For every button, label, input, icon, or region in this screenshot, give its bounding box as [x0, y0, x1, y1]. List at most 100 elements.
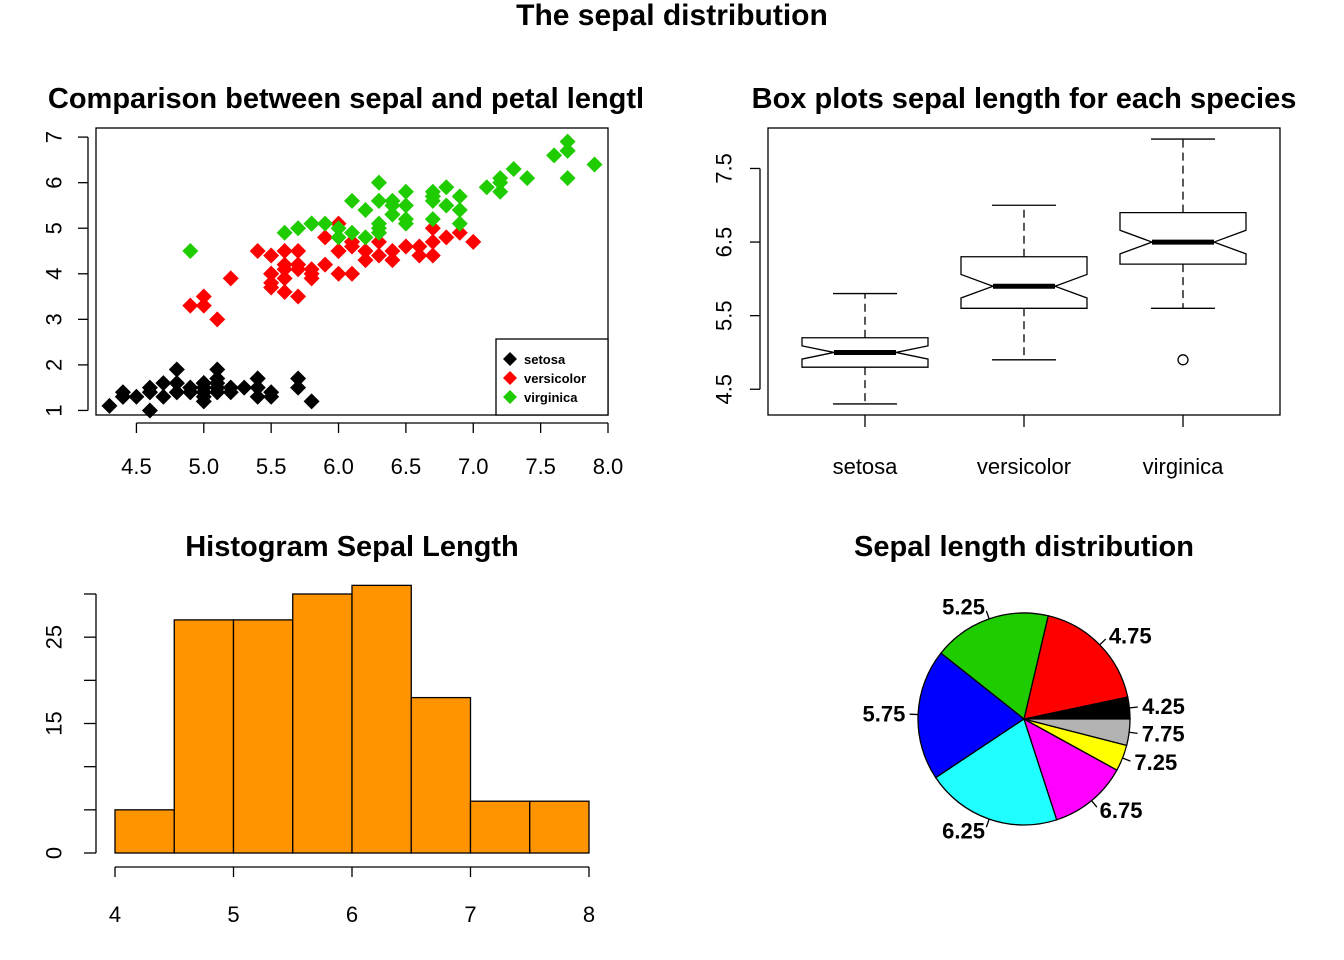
data-point-versicolor [209, 311, 226, 328]
x-tick-label: 4.5 [121, 454, 152, 479]
data-point-versicolor [411, 247, 428, 264]
x-tick-label: 5.0 [188, 454, 219, 479]
data-point-virginica [357, 202, 374, 218]
data-point-virginica [397, 183, 414, 200]
data-point-virginica [519, 170, 536, 187]
data-point-versicolor [344, 238, 360, 255]
plot-frame [95, 127, 609, 416]
data-point-versicolor [438, 229, 455, 246]
data-point-versicolor [276, 256, 293, 273]
data-point-virginica [330, 229, 347, 246]
data-point-versicolor [317, 256, 334, 273]
histogram-bar [292, 593, 353, 854]
pie-slice-7.75 [1023, 718, 1131, 747]
data-point-virginica [303, 215, 320, 232]
y-tick-label: 3 [42, 313, 67, 325]
data-point-versicolor [195, 297, 212, 314]
data-point-versicolor [182, 297, 199, 314]
data-point-setosa [155, 388, 172, 405]
data-point-setosa [209, 361, 226, 378]
data-point-setosa [168, 375, 185, 392]
pie-label: 5.75 [863, 702, 906, 727]
legend-box [495, 338, 609, 416]
pie-panel: Sepal length distribution 4.25 4.75 5.25 5.… [854, 531, 1194, 844]
data-point-setosa [290, 379, 307, 396]
data-point-versicolor [344, 265, 360, 282]
data-point-virginica [492, 183, 509, 200]
pie-slice-4.75 [1023, 615, 1129, 720]
legend-marker-setosa [503, 352, 517, 366]
data-point-setosa [195, 384, 212, 401]
data-point-virginica [370, 220, 387, 237]
legend-marker-versicolor [503, 371, 517, 385]
data-point-versicolor [263, 247, 280, 264]
data-point-setosa [249, 388, 266, 405]
data-point-virginica [451, 188, 468, 205]
data-point-versicolor [424, 233, 441, 250]
data-point-virginica [397, 197, 414, 214]
data-point-versicolor [451, 224, 468, 241]
histogram-bar [232, 619, 294, 854]
pie-title: Sepal length distribution [854, 531, 1194, 563]
data-point-setosa [195, 375, 212, 392]
x-tick-label: 4 [109, 902, 121, 927]
data-point-versicolor [263, 279, 280, 296]
pie-label: 6.25 [942, 819, 985, 844]
data-point-versicolor [465, 233, 482, 250]
data-point-virginica [586, 156, 603, 173]
data-point-versicolor [290, 288, 307, 305]
data-point-setosa [168, 361, 185, 378]
data-point-versicolor [303, 265, 320, 282]
data-point-setosa [141, 402, 158, 419]
pie-label: 7.25 [1134, 750, 1177, 775]
data-point-versicolor [317, 229, 334, 246]
data-point-setosa [128, 388, 145, 405]
pie-leader-line [1091, 800, 1098, 808]
data-point-virginica [546, 147, 563, 164]
data-point-versicolor [397, 238, 414, 255]
histogram-bar [173, 619, 235, 854]
y-tick-label: 6.5 [712, 227, 737, 258]
data-point-virginica [290, 220, 307, 237]
data-point-virginica [370, 192, 387, 209]
data-point-virginica [492, 174, 509, 191]
figure-title: The sepal distribution [516, 0, 828, 32]
x-tick-label: 6.0 [323, 454, 354, 479]
legend-label-versicolor: versicolor [524, 371, 586, 386]
data-point-virginica [384, 206, 401, 223]
data-point-virginica [478, 179, 495, 196]
data-point-versicolor [290, 243, 307, 259]
data-point-setosa [249, 370, 266, 387]
data-point-virginica [317, 215, 334, 232]
y-tick-label: 2 [42, 359, 67, 371]
y-tick-label: 1 [42, 404, 67, 416]
x-tick-label: 5 [227, 902, 239, 927]
data-point-virginica [438, 179, 455, 196]
y-tick-label: 5.5 [712, 300, 737, 331]
histogram-bar [469, 800, 531, 854]
data-point-virginica [276, 224, 293, 241]
boxplot-panel: Box plots sepal length for each species … [712, 83, 1297, 479]
data-point-virginica [182, 243, 199, 259]
boxplot-title: Box plots sepal length for each species [752, 83, 1297, 115]
scatter-panel: Comparison between sepal and petal lengt… [42, 83, 645, 479]
x-tick-label: 7 [464, 902, 476, 927]
histogram-panel: Histogram Sepal Length 4 5 6 7 8 0 15 25 [42, 531, 596, 927]
data-point-versicolor [370, 233, 387, 250]
x-tick-label: virginica [1143, 454, 1224, 479]
pie-label: 4.25 [1142, 694, 1185, 719]
data-point-versicolor [424, 247, 441, 264]
x-tick-label: setosa [833, 454, 899, 479]
pie-label: 5.25 [942, 594, 985, 619]
data-point-setosa [222, 379, 239, 396]
data-point-versicolor [276, 284, 293, 300]
y-tick-label: 7.5 [712, 153, 737, 184]
x-tick-label: versicolor [977, 454, 1071, 479]
data-point-virginica [344, 224, 360, 241]
legend-label-virginica: virginica [524, 390, 578, 405]
histogram-title: Histogram Sepal Length [185, 531, 519, 563]
data-point-setosa [263, 388, 280, 405]
data-point-versicolor [357, 243, 374, 259]
pie-label: 7.75 [1142, 721, 1185, 746]
